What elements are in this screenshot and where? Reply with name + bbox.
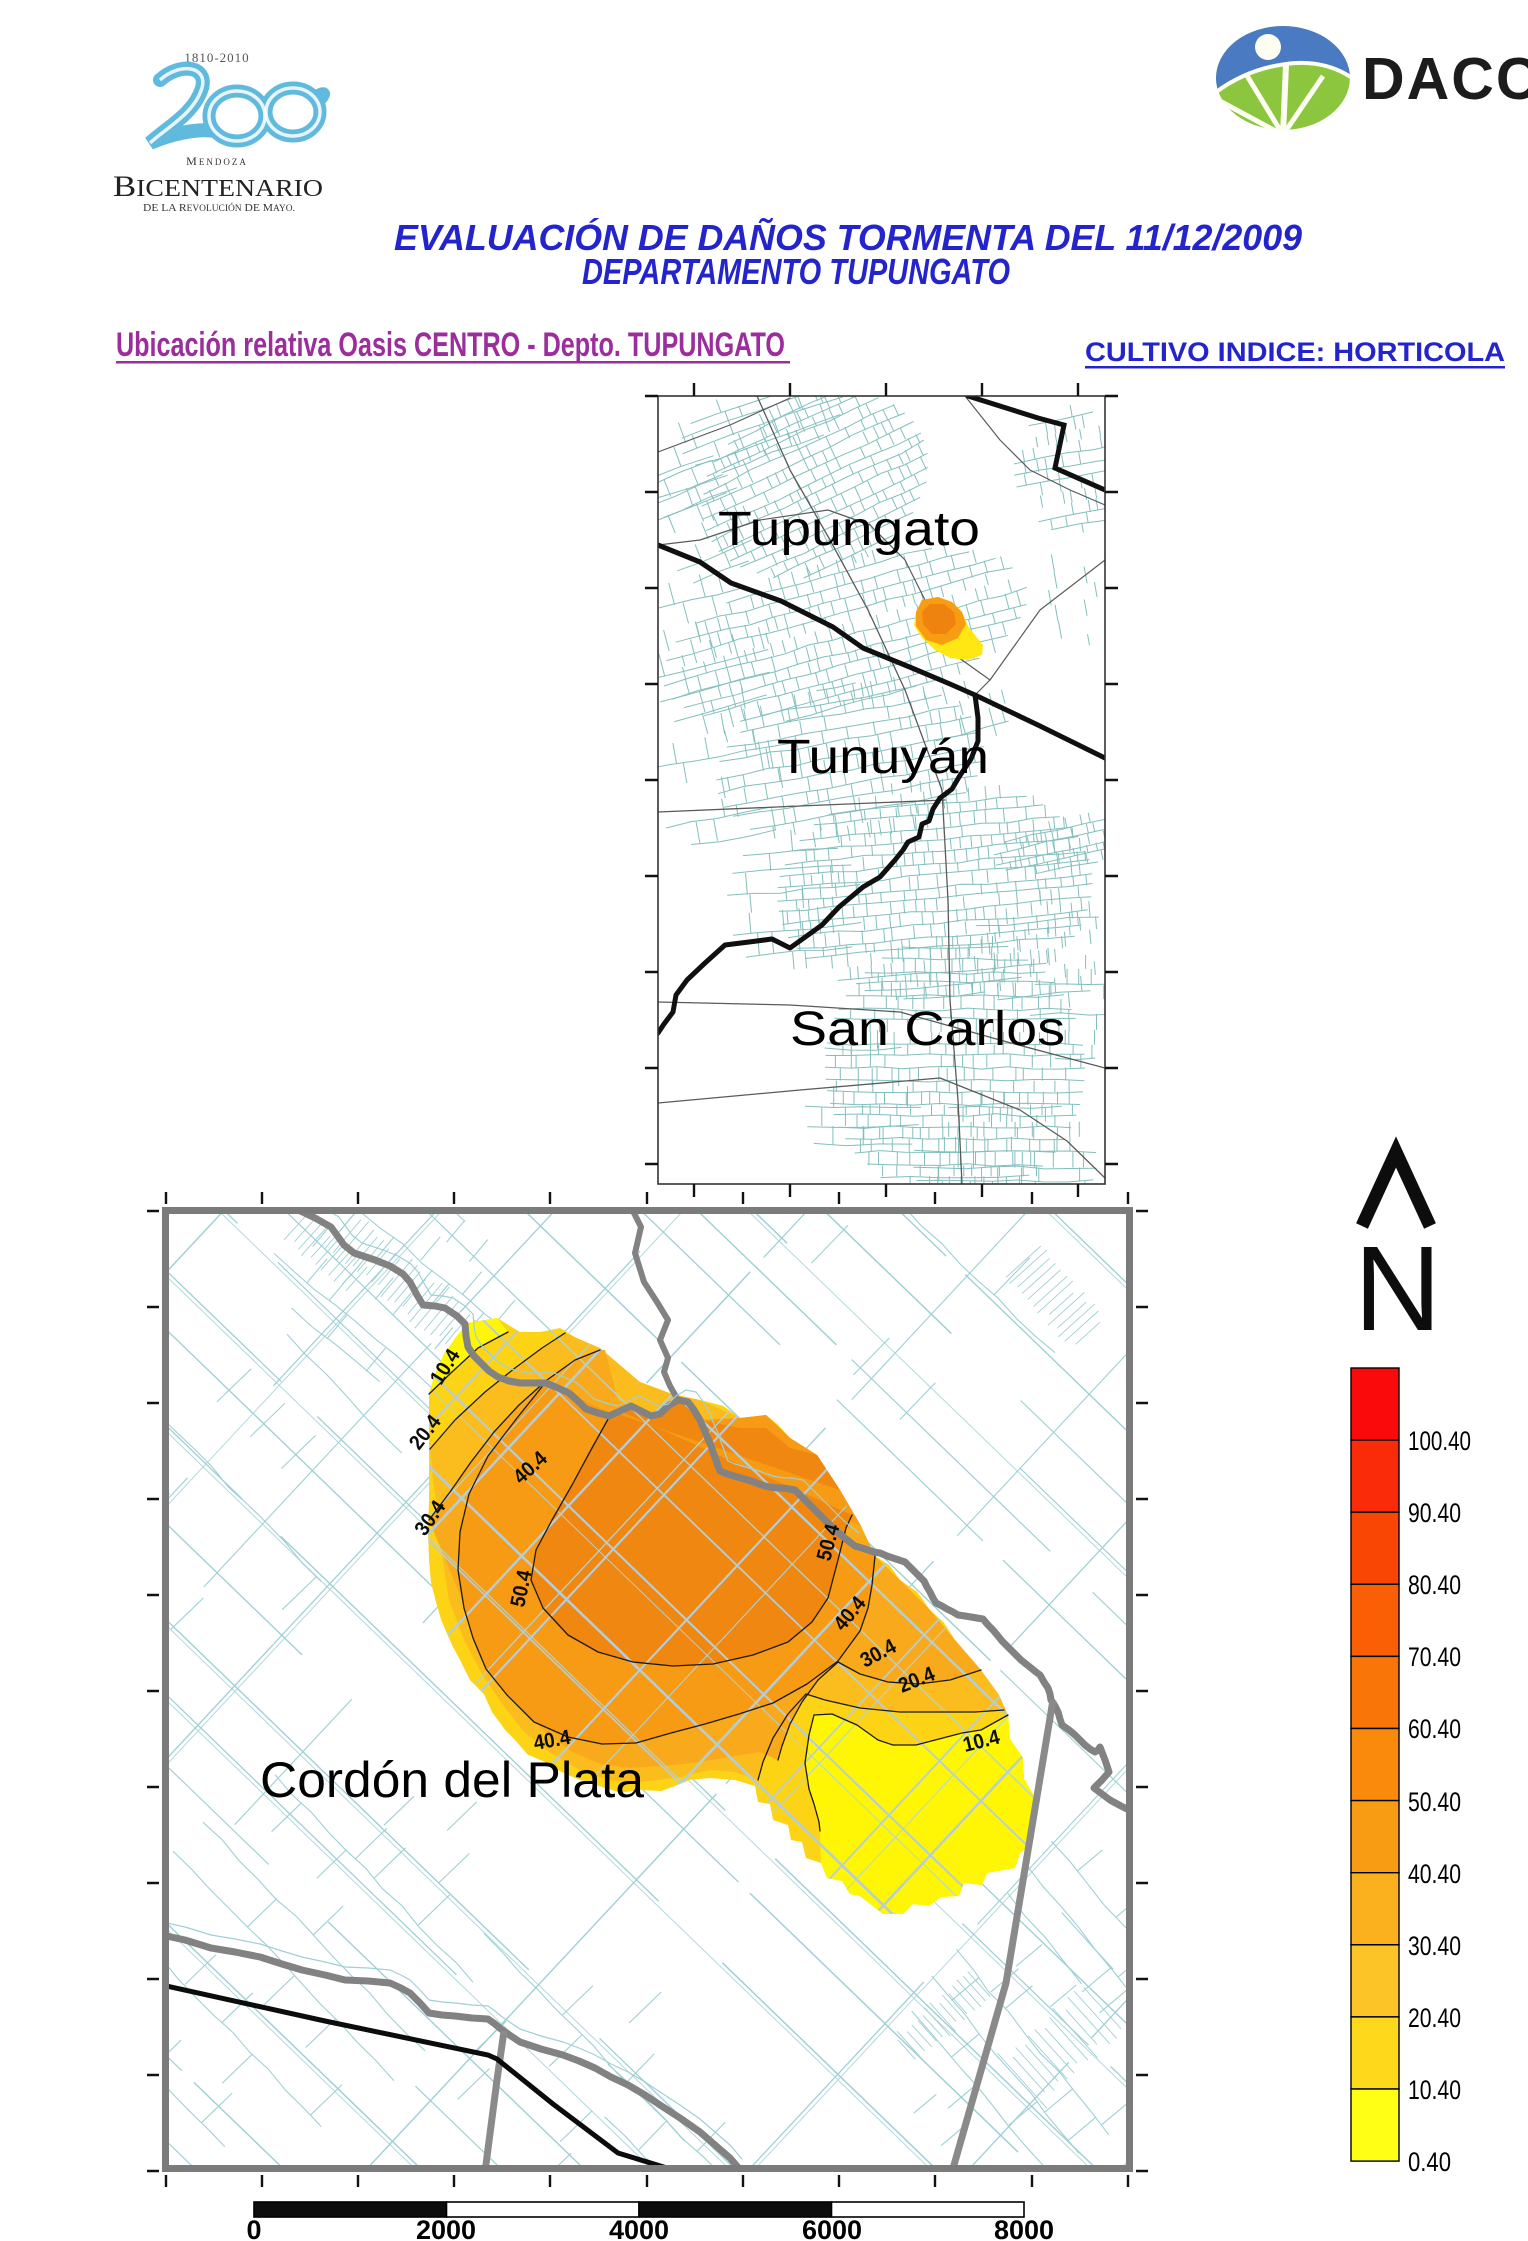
- svg-text:70.40: 70.40: [1408, 1642, 1461, 1672]
- svg-text:6000: 6000: [802, 2215, 862, 2241]
- svg-text:20.40: 20.40: [1408, 2003, 1461, 2033]
- svg-text:90.40: 90.40: [1408, 1498, 1461, 1528]
- svg-text:CULTIVO INDICE: HORTICOLA: CULTIVO INDICE: HORTICOLA: [1085, 337, 1505, 367]
- svg-text:0: 0: [246, 2215, 261, 2241]
- svg-text:EVALUACIÓN DE DAÑOS TORMENTA D: EVALUACIÓN DE DAÑOS TORMENTA DEL 11/12/2…: [394, 216, 1302, 258]
- svg-text:50.40: 50.40: [1408, 1787, 1461, 1817]
- svg-text:4000: 4000: [609, 2215, 669, 2241]
- svg-text:0.40: 0.40: [1408, 2147, 1451, 2177]
- svg-text:San Carlos: San Carlos: [790, 1003, 1065, 1056]
- svg-text:2000: 2000: [416, 2215, 476, 2241]
- svg-text:8000: 8000: [994, 2215, 1054, 2241]
- svg-text:Cordón del Plata: Cordón del Plata: [260, 1752, 644, 1808]
- svg-text:Ubicación relativa Oasis CENTR: Ubicación relativa Oasis CENTRO - Depto.…: [116, 326, 785, 364]
- svg-text:30.40: 30.40: [1408, 1931, 1461, 1961]
- svg-text:MENDOZA: MENDOZA: [186, 154, 248, 168]
- svg-text:10.40: 10.40: [1408, 2075, 1461, 2105]
- svg-text:60.40: 60.40: [1408, 1714, 1461, 1744]
- svg-text:N: N: [1354, 1220, 1441, 1356]
- svg-text:100.40: 100.40: [1408, 1426, 1471, 1456]
- svg-text:DACC: DACC: [1362, 46, 1528, 112]
- svg-text:1810-2010: 1810-2010: [184, 50, 249, 65]
- svg-text:Tunuyán: Tunuyán: [777, 731, 989, 784]
- svg-text:40.40: 40.40: [1408, 1859, 1461, 1889]
- svg-text:80.40: 80.40: [1408, 1570, 1461, 1600]
- svg-text:DEPARTAMENTO TUPUNGATO: DEPARTAMENTO TUPUNGATO: [582, 251, 1010, 292]
- svg-text:Tupungato: Tupungato: [718, 503, 980, 556]
